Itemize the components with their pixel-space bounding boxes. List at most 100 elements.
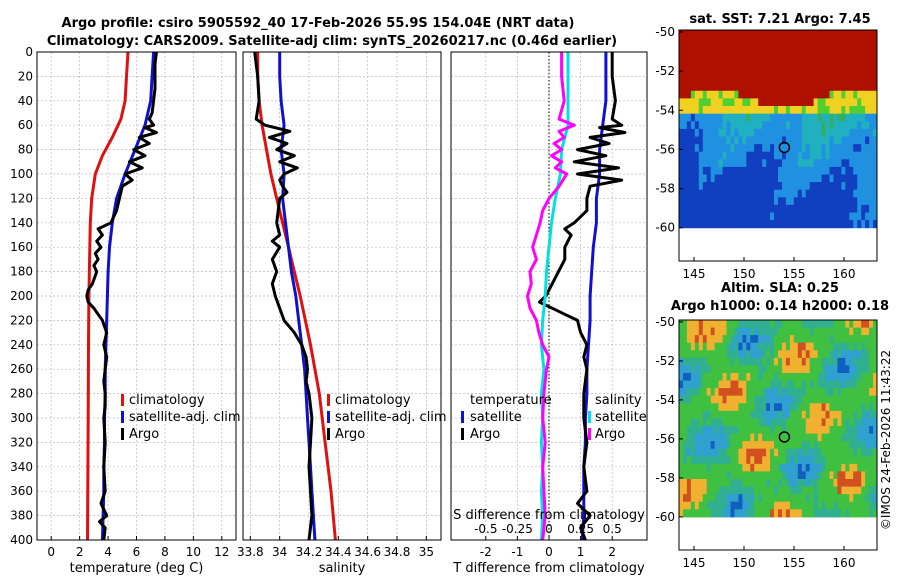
map-cell — [746, 30, 751, 39]
map-cell — [690, 509, 696, 518]
map-cell — [686, 182, 692, 191]
map-cell — [793, 327, 799, 336]
map-cell — [785, 220, 791, 229]
map-cell — [686, 380, 692, 389]
map-cell — [785, 121, 791, 130]
map-cell — [869, 441, 874, 450]
map-cell — [710, 37, 716, 46]
map-cell — [821, 357, 827, 366]
map-cell — [849, 395, 854, 404]
map-cell — [746, 151, 751, 160]
y-tick-label: 40 — [18, 94, 33, 108]
map-cell — [726, 350, 731, 359]
map-cell — [845, 357, 850, 366]
map-cell — [853, 60, 858, 69]
map-cell — [750, 441, 755, 450]
map-cell — [738, 395, 743, 404]
map-cell — [825, 182, 830, 191]
map-cell — [825, 189, 830, 198]
map-cell — [797, 174, 803, 183]
map-cell — [774, 220, 779, 229]
map-cell — [861, 121, 866, 130]
map-cell — [873, 357, 878, 366]
map-cell — [778, 494, 783, 503]
map-cell — [706, 418, 712, 427]
map-cell — [857, 380, 862, 389]
map-cell — [738, 403, 743, 412]
map-cell — [805, 509, 811, 518]
map-cell — [782, 60, 787, 69]
map-cell — [754, 121, 759, 130]
map-cell — [813, 121, 819, 130]
map-cell — [694, 486, 700, 495]
map-cell — [829, 433, 834, 442]
map-cell — [833, 350, 838, 359]
map-cell — [718, 159, 724, 168]
map-cell — [774, 52, 779, 61]
map-cell — [766, 418, 771, 427]
map-cell — [734, 128, 739, 137]
map-cell — [782, 463, 787, 472]
map-cell — [853, 395, 858, 404]
map-cell — [817, 357, 823, 366]
map-cell — [797, 90, 803, 99]
map-cell — [845, 479, 850, 488]
map-cell — [813, 403, 819, 412]
map-cell — [817, 37, 823, 46]
map-cell — [789, 342, 795, 351]
map-cell — [785, 212, 791, 221]
map-cell — [690, 30, 696, 39]
map-cell — [702, 388, 708, 397]
map-cell — [829, 45, 834, 54]
map-cell — [746, 90, 751, 99]
map-cell — [809, 433, 815, 442]
map-cell — [734, 159, 739, 168]
map-cell — [785, 159, 791, 168]
map-cell — [714, 418, 720, 427]
map-cell — [821, 189, 827, 198]
map-cell — [837, 388, 842, 397]
map-cell — [714, 151, 720, 160]
map-cell — [758, 327, 763, 336]
map-cell — [853, 37, 858, 46]
map-cell — [679, 365, 684, 374]
map-cell — [833, 357, 838, 366]
map-cell — [873, 471, 878, 480]
map-cell — [873, 479, 878, 488]
map-cell — [825, 75, 830, 84]
map-cell — [825, 448, 830, 457]
map-cell — [750, 166, 755, 175]
map-cell — [861, 509, 866, 518]
map-cell — [853, 136, 858, 145]
map-cell — [754, 388, 759, 397]
map-cell — [758, 365, 763, 374]
map-cell — [789, 471, 795, 480]
map-cell — [845, 45, 850, 54]
map-cell — [706, 509, 712, 518]
y-tick-label: 260 — [10, 362, 33, 376]
map-cell — [726, 380, 731, 389]
map-cell — [821, 448, 827, 457]
map-cell — [857, 151, 862, 160]
map-cell — [789, 197, 795, 206]
map-cell — [825, 174, 830, 183]
map-cell — [869, 204, 874, 213]
map-cell — [837, 136, 842, 145]
map-cell — [825, 357, 830, 366]
map-cell — [730, 37, 735, 46]
map-cell — [785, 60, 791, 69]
map-cell — [849, 494, 854, 503]
map-cell — [754, 75, 759, 84]
map-cell — [789, 327, 795, 336]
map-cell — [718, 144, 724, 153]
map-cell — [837, 166, 842, 175]
legend-label: Argo — [595, 427, 625, 442]
map-cell — [702, 494, 708, 503]
map-cell — [813, 448, 819, 457]
map-cell — [730, 501, 735, 510]
map-cell — [829, 456, 834, 465]
map-cell — [797, 144, 803, 153]
map-cell — [821, 98, 827, 107]
map-cell — [793, 448, 799, 457]
legend-swatch — [588, 411, 591, 423]
